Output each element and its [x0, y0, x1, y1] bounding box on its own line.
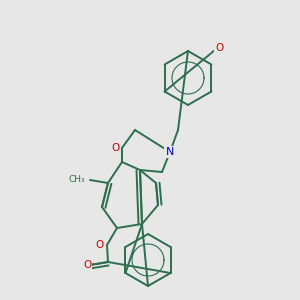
- Text: O: O: [112, 143, 120, 153]
- Text: O: O: [95, 240, 103, 250]
- Text: O: O: [215, 43, 223, 53]
- Text: O: O: [83, 260, 91, 270]
- Text: CH₃: CH₃: [68, 176, 85, 184]
- Text: N: N: [166, 147, 174, 157]
